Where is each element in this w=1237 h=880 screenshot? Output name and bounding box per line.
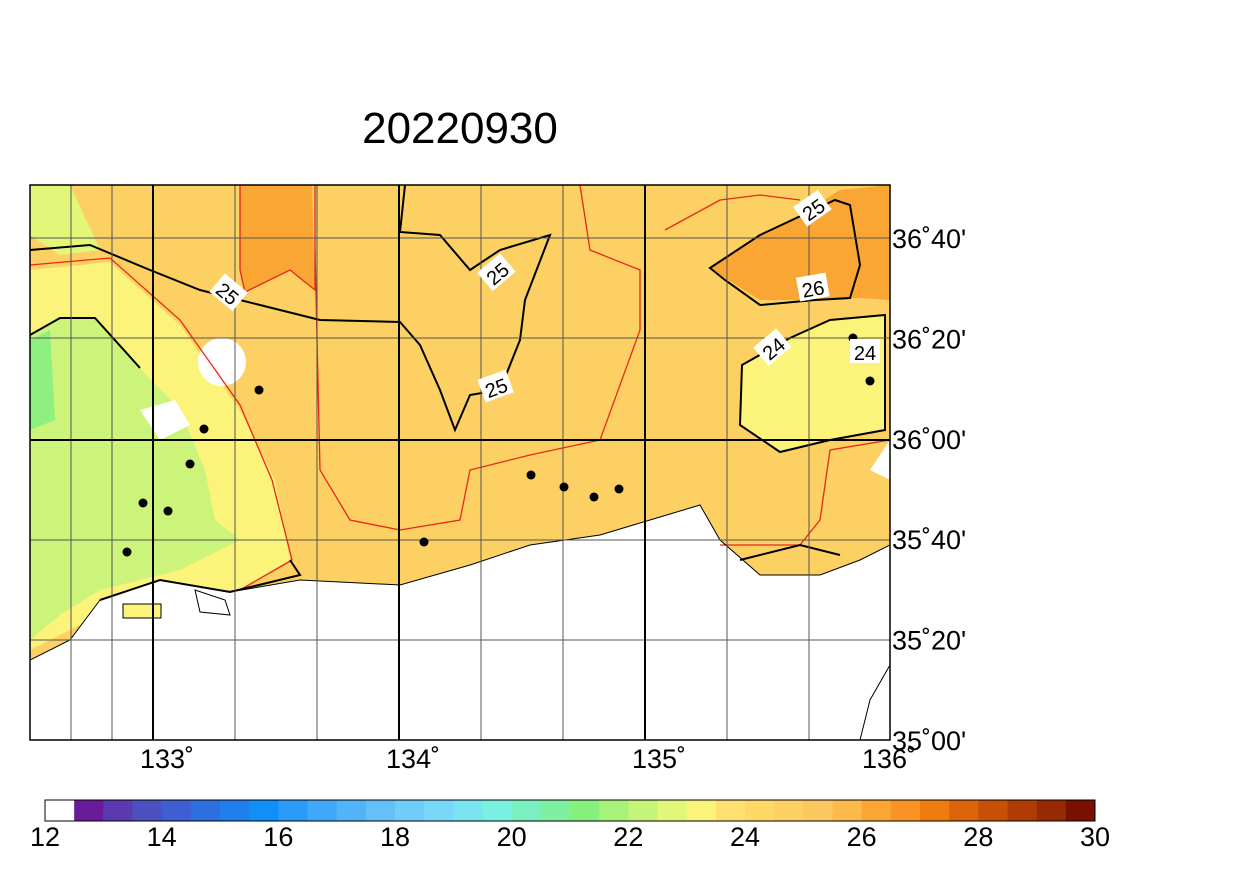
colorbar-segment (686, 800, 717, 821)
colorbar-frame (44, 799, 1096, 822)
colorbar-segment (511, 800, 542, 821)
colorbar-tick-label: 30 (1080, 822, 1110, 852)
colorbar-segment (161, 800, 192, 821)
contour-label: 24 (850, 339, 880, 365)
contour-label-text: 24 (854, 343, 876, 365)
longitude-label: 136˚ (862, 744, 916, 774)
colorbar-segment (978, 800, 1008, 821)
colorbar-segment (365, 800, 396, 821)
map-frame (29, 184, 891, 741)
colorbar-tick-label: 26 (847, 822, 877, 852)
colorbar-tick-label: 22 (613, 822, 643, 852)
colorbar-segment (278, 800, 308, 821)
colorbar-segment (249, 800, 279, 821)
colorbar-tick-label: 28 (963, 822, 993, 852)
contour-label-text: 26 (800, 277, 826, 303)
latitude-label: 36˚00' (892, 425, 966, 455)
colorbar-segment (715, 800, 746, 821)
latitude-label: 36˚20' (892, 324, 966, 354)
colorbar-tick-label: 16 (263, 822, 293, 852)
contour-label: 26 (795, 272, 830, 303)
colorbar-segment (920, 800, 950, 821)
contour-label-box (793, 189, 832, 227)
colorbar-segment (482, 800, 513, 821)
contour-label-box (477, 369, 514, 403)
colorbar-tick-label: 14 (147, 822, 177, 852)
colorbar-segment (1007, 800, 1038, 821)
sst-field (30, 185, 890, 740)
colorbar-segment (628, 800, 658, 821)
longitude-label: 134˚ (386, 744, 440, 774)
colorbar-segment (861, 800, 892, 821)
contour-label-box (477, 253, 516, 292)
longitude-label: 135˚ (632, 744, 686, 774)
title: 20220930 (362, 104, 558, 153)
colorbar-segment (424, 800, 454, 821)
colorbar-segment (220, 800, 250, 821)
colorbar-segment (336, 800, 367, 821)
colorbar-segment (1036, 800, 1067, 821)
colorbar-segment (599, 800, 629, 821)
colorbar-segment (657, 800, 688, 821)
colorbar-segment (395, 800, 425, 821)
colorbar-tick-label: 12 (30, 822, 60, 852)
colorbar-segment (45, 800, 75, 821)
colorbar-segment (890, 800, 921, 821)
colorbar-segment (803, 800, 833, 821)
contour-label-box (850, 339, 880, 363)
contour-label-box (753, 328, 792, 367)
colorbar-segment (949, 800, 979, 821)
colorbar-segment (1065, 800, 1096, 821)
colorbar-tick-label: 24 (730, 822, 760, 852)
colorbar-segment (570, 800, 600, 821)
contour-label-box (795, 272, 830, 302)
colorbar-segment (74, 800, 104, 821)
colorbar-segment (132, 800, 163, 821)
contour-label: 25 (209, 273, 248, 312)
contour-label: 25 (477, 369, 514, 403)
colorbar-segment (832, 800, 863, 821)
latitude-label: 36˚40' (892, 224, 966, 254)
colorbar-segment (453, 800, 483, 821)
contour-label-box (209, 273, 248, 312)
colorbar-tick-label: 18 (380, 822, 410, 852)
colorbar-segment (774, 800, 804, 821)
longitude-label: 133˚ (140, 744, 194, 774)
latitude-label: 35˚00' (892, 726, 966, 756)
colorbar-segment (307, 800, 338, 821)
colorbar-segment (745, 800, 775, 821)
latitude-label: 35˚40' (892, 525, 966, 555)
colorbar-segment (103, 800, 133, 821)
latitude-label: 35˚20' (892, 626, 966, 656)
colorbar-tick-label: 20 (497, 822, 527, 852)
colorbar-segment (190, 800, 221, 821)
colorbar-segment (540, 800, 571, 821)
